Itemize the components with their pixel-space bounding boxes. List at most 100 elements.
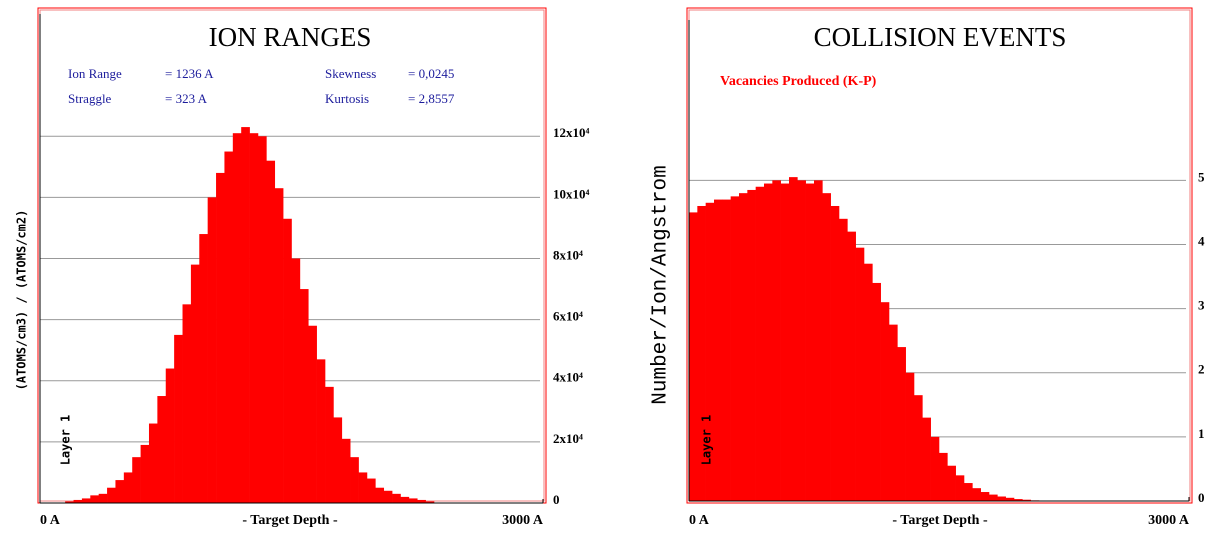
y-tick-label: 12x10⁴ <box>553 125 590 140</box>
histogram-bar <box>257 136 267 503</box>
histogram-bar <box>889 324 898 501</box>
histogram-bar <box>174 334 183 503</box>
stat-value: = 323 A <box>165 91 208 106</box>
histogram-bar <box>283 218 292 504</box>
layer-label: Layer 1 <box>700 415 714 466</box>
histogram-bar <box>997 496 1006 501</box>
x-tick-label: 3000 A <box>1148 513 1190 528</box>
histogram-bar <box>366 478 376 503</box>
histogram-bar <box>880 302 890 501</box>
stat-label: Skewness <box>325 66 376 81</box>
histogram-bar <box>417 499 426 503</box>
histogram-bar <box>333 417 343 503</box>
histogram-bar <box>182 304 192 503</box>
layer-label: Layer 1 <box>59 415 73 466</box>
histogram-bar <box>90 495 99 503</box>
histogram-bar <box>797 180 806 502</box>
histogram-bar <box>308 325 317 503</box>
histogram-bar <box>830 205 840 501</box>
y-axis-label: (ATOMS/cm3) / (ATOMS/cm2) <box>15 210 29 391</box>
stat-value: = 0,0245 <box>408 66 454 81</box>
histogram-bar <box>839 218 848 501</box>
histogram-bar <box>980 492 990 501</box>
x-axis-label: - Target Depth - <box>892 513 988 528</box>
histogram-bar <box>922 417 931 501</box>
histogram-bar <box>905 372 915 501</box>
histogram-bar <box>714 199 723 501</box>
histogram-bar <box>107 487 116 503</box>
y-tick-label: 5 <box>1198 169 1205 184</box>
histogram-bar <box>864 263 873 501</box>
y-tick-label: 2x10⁴ <box>553 431 583 446</box>
histogram-bar <box>747 189 756 501</box>
histogram-bar <box>65 501 74 503</box>
histogram-bar <box>897 347 906 501</box>
histogram-bar <box>722 199 731 501</box>
x-tick-label: 0 A <box>40 513 61 528</box>
histogram-bar <box>764 183 773 502</box>
stat-value: = 1236 A <box>165 66 214 81</box>
y-tick-label: 2 <box>1198 362 1205 377</box>
histogram-bar <box>914 395 923 501</box>
histogram-bar <box>316 359 326 503</box>
histogram-bar <box>947 465 956 501</box>
histogram-bar <box>350 457 359 503</box>
histogram-bar <box>392 493 401 503</box>
histogram-bar <box>165 368 175 503</box>
y-tick-label: 3 <box>1198 298 1205 313</box>
stat-value: = 2,8557 <box>408 91 455 106</box>
histogram-bar <box>241 127 250 504</box>
histogram-bar <box>400 496 410 503</box>
y-tick-label: 6x10⁴ <box>553 309 583 324</box>
histogram-bar <box>291 258 301 503</box>
histogram-bar <box>375 487 385 503</box>
histogram-bar <box>789 177 798 502</box>
histogram-bar <box>325 386 334 503</box>
histogram-bar <box>1014 499 1023 501</box>
histogram-bar <box>755 186 765 501</box>
histogram-bar <box>81 498 91 503</box>
histogram-bar <box>341 438 351 503</box>
histogram-bar <box>383 490 393 503</box>
histogram-bar <box>872 282 881 501</box>
y-tick-label: 0 <box>553 492 560 507</box>
stat-label: Straggle <box>68 91 112 106</box>
histogram-bar <box>739 193 748 501</box>
histogram-bar <box>689 212 698 501</box>
y-axis-label: Number/Ion/Angstrom <box>650 165 673 404</box>
y-tick-label: 8x10⁴ <box>553 247 583 262</box>
y-tick-label: 4 <box>1198 233 1205 248</box>
histogram-bar <box>98 493 108 503</box>
histogram-bar <box>780 183 790 502</box>
histogram-bar <box>425 501 435 503</box>
histogram-bar <box>199 234 208 504</box>
y-tick-label: 1 <box>1198 426 1205 441</box>
histogram-bar <box>697 205 706 501</box>
histogram-bar <box>115 480 125 503</box>
stat-label: Ion Range <box>68 66 122 81</box>
histogram-bar <box>705 202 715 501</box>
histogram-bar <box>989 494 998 501</box>
x-tick-label: 3000 A <box>502 513 544 528</box>
histogram-bar <box>972 488 981 501</box>
histogram-bar <box>847 231 856 501</box>
x-tick-label: 0 A <box>689 513 710 528</box>
histogram-bar <box>299 289 309 503</box>
histogram-bar <box>123 472 133 503</box>
histogram-bar <box>805 183 815 502</box>
x-axis-label: - Target Depth - <box>242 513 338 528</box>
histogram-bar <box>855 247 865 501</box>
histogram-bar <box>964 483 973 501</box>
histogram-bar <box>1005 497 1015 501</box>
histogram-bar <box>1022 499 1031 501</box>
histogram-bar <box>772 180 781 502</box>
histogram-bar <box>157 396 167 503</box>
y-tick-label: 10x10⁴ <box>553 186 590 201</box>
histogram-bar <box>822 193 831 501</box>
histogram-bar <box>224 151 234 503</box>
histogram-bar <box>814 180 823 502</box>
histogram-bar <box>955 475 965 501</box>
histogram-bar <box>249 133 259 503</box>
histogram-bar <box>730 196 740 501</box>
